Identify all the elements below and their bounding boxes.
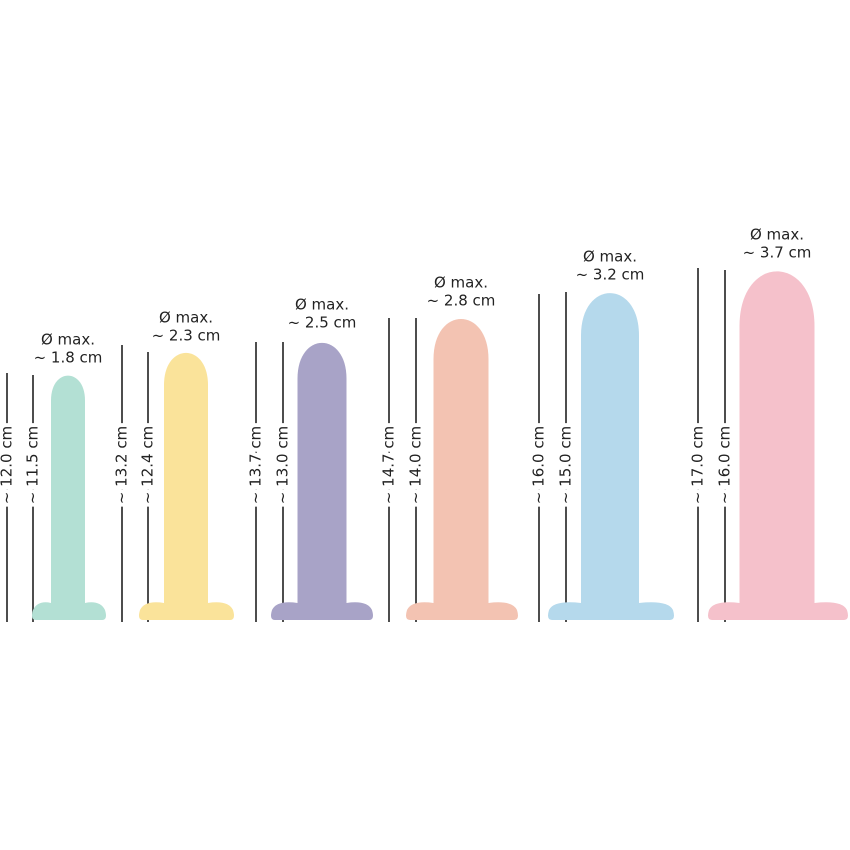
dilator-base bbox=[548, 602, 674, 620]
diameter: ~ 2.3 cm bbox=[152, 327, 221, 345]
dilator-shaft bbox=[51, 375, 85, 608]
diameter: ~ 1.8 cm bbox=[34, 349, 103, 367]
total-length: ~ 16.0 cm bbox=[530, 426, 548, 504]
dilator-base bbox=[139, 602, 234, 620]
diameter: ~ 2.5 cm bbox=[288, 314, 357, 332]
dilator-base bbox=[708, 602, 848, 620]
insertable-length: ~ 16.0 cm bbox=[716, 426, 734, 504]
total-length: ~ 13.7 cm bbox=[247, 426, 265, 504]
diameter: ~ 3.2 cm bbox=[576, 266, 645, 284]
diameter-label: Ø max. bbox=[434, 274, 488, 292]
dilator-shaft bbox=[739, 271, 815, 608]
dilator-base bbox=[406, 602, 518, 620]
diameter-label: Ø max. bbox=[583, 248, 637, 266]
dilator-shaft bbox=[164, 352, 208, 608]
insertable-length: ~ 15.0 cm bbox=[557, 426, 575, 504]
total-length: ~ 13.2 cm bbox=[113, 426, 131, 504]
diameter-label: Ø max. bbox=[750, 226, 804, 244]
insertable-length: ~ 11.5 cm bbox=[24, 426, 42, 504]
diameter-label: Ø max. bbox=[41, 331, 95, 349]
insertable-length: ~ 13.0 cm bbox=[274, 426, 292, 504]
diameter: ~ 2.8 cm bbox=[427, 292, 496, 310]
insertable-length: ~ 14.0 cm bbox=[407, 426, 425, 504]
dilator-base bbox=[32, 602, 106, 620]
dilator-shaft bbox=[433, 319, 489, 608]
total-length: ~ 17.0 cm bbox=[689, 426, 707, 504]
insertable-length: ~ 12.4 cm bbox=[139, 426, 157, 504]
total-length: ~ 14.7 cm bbox=[380, 426, 398, 504]
diameter: ~ 3.7 cm bbox=[743, 244, 812, 262]
dilator-base bbox=[271, 602, 373, 620]
dilator-shaft bbox=[297, 342, 347, 608]
dilator-shaft bbox=[581, 293, 639, 608]
diameter-label: Ø max. bbox=[295, 296, 349, 314]
diameter-label: Ø max. bbox=[159, 309, 213, 327]
total-length: ~ 12.0 cm bbox=[0, 426, 16, 504]
